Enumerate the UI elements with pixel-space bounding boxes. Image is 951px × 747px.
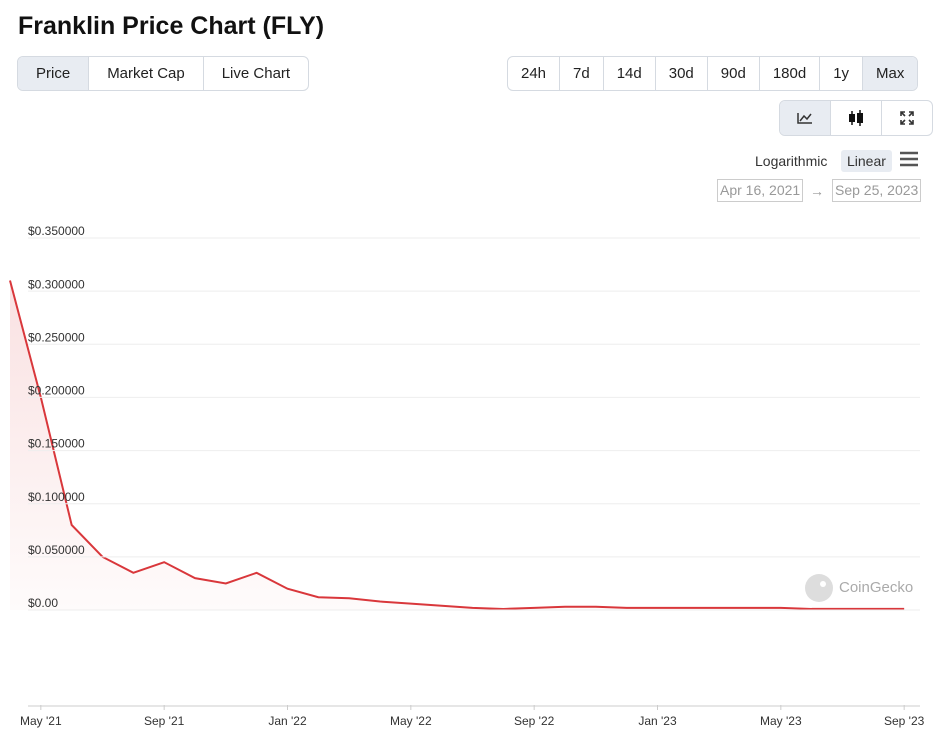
range-button[interactable]: 1y	[820, 57, 864, 90]
y-tick-label: $0.150000	[28, 437, 85, 451]
tab-group: Price Market Cap Live Chart	[17, 56, 310, 91]
log-scale-button[interactable]: Logarithmic	[755, 153, 828, 169]
y-tick-label: $0.250000	[28, 330, 85, 344]
range-button[interactable]: Max	[863, 57, 918, 90]
y-tick-label: $0.050000	[28, 543, 85, 557]
range-button[interactable]: 90d	[708, 57, 760, 90]
watermark-logo	[805, 574, 833, 602]
x-tick-label: Jan '23	[638, 714, 677, 728]
y-tick-label: $0.00	[28, 596, 58, 610]
candle-chart-button[interactable]	[831, 101, 882, 135]
range-button[interactable]: 30d	[656, 57, 708, 90]
y-tick-label: $0.200000	[28, 384, 85, 398]
date-to[interactable]: Sep 25, 2023	[832, 179, 922, 202]
x-tick-label: Sep '21	[144, 714, 185, 728]
range-button[interactable]: 14d	[604, 57, 656, 90]
y-tick-label: $0.300000	[28, 277, 85, 291]
date-from[interactable]: Apr 16, 2021	[717, 179, 804, 202]
y-tick-label: $0.350000	[28, 224, 85, 238]
x-tick-label: Jan '22	[268, 714, 307, 728]
x-tick-label: May '22	[390, 714, 432, 728]
range-button[interactable]: 24h	[508, 57, 561, 90]
range-group: 24h 7d 14d 30d 90d 180d 1y Max	[507, 56, 919, 91]
x-tick-label: Sep '23	[884, 714, 925, 728]
menu-icon[interactable]	[899, 151, 919, 167]
chart-type-group	[779, 100, 933, 136]
date-separator: →	[810, 183, 824, 199]
tab[interactable]: Live Chart	[221, 65, 291, 82]
tab[interactable]: Market Cap	[89, 57, 204, 90]
fullscreen-button[interactable]	[882, 101, 932, 135]
range-button[interactable]: 180d	[760, 57, 821, 90]
linear-scale-button[interactable]: Linear	[841, 150, 892, 172]
line-chart-button[interactable]	[780, 101, 831, 135]
y-tick-label: $0.100000	[28, 490, 85, 504]
tab[interactable]: Price	[18, 57, 90, 90]
area	[10, 280, 905, 610]
range-button[interactable]: 7d	[560, 57, 604, 90]
x-tick-label: May '21	[20, 714, 62, 728]
price-line	[9, 280, 905, 610]
title: Franklin Price Chart (FLY)	[18, 12, 325, 40]
watermark: CoinGecko	[839, 579, 913, 596]
x-tick-label: Sep '22	[514, 714, 555, 728]
x-tick-label: May '23	[760, 714, 802, 728]
